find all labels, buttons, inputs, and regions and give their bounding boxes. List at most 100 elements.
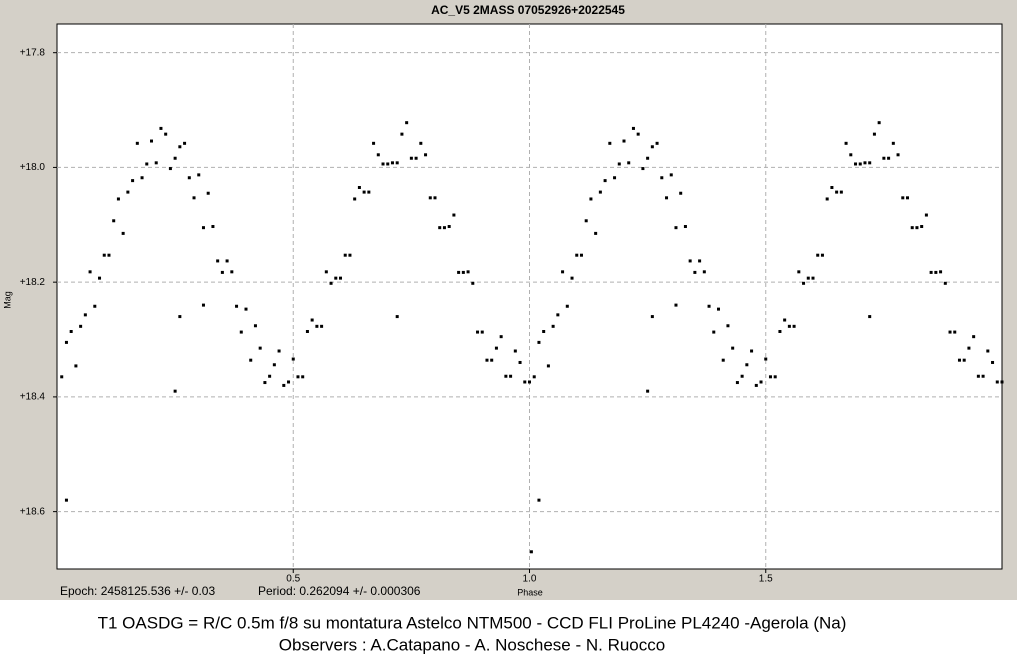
data-point [669, 173, 673, 177]
data-point [820, 253, 824, 257]
period-label: Period: 0.262094 +/- 0.000306 [258, 584, 421, 598]
data-point [291, 357, 295, 361]
data-point [173, 156, 177, 160]
data-point [64, 498, 68, 502]
data-point [939, 270, 943, 274]
data-point [83, 313, 87, 317]
data-point [490, 358, 494, 362]
data-point [802, 281, 806, 285]
data-point [773, 375, 777, 379]
data-point [721, 358, 725, 362]
data-point [792, 324, 796, 328]
data-point [929, 270, 933, 274]
x-tick-label: 1.0 [523, 574, 537, 585]
data-point [428, 196, 432, 200]
data-point [740, 374, 744, 378]
data-point [594, 231, 598, 235]
data-point [150, 139, 153, 143]
data-point [849, 153, 853, 157]
data-point [854, 162, 858, 166]
data-point [447, 225, 451, 229]
data-point [277, 349, 281, 353]
data-point [991, 360, 995, 364]
data-point [121, 231, 125, 235]
data-point [135, 141, 139, 145]
data-point [915, 226, 919, 230]
data-point [442, 226, 446, 230]
data-point [717, 307, 720, 311]
data-point [485, 358, 489, 362]
data-point [324, 270, 328, 274]
data-point [698, 259, 702, 263]
data-point [650, 145, 654, 149]
data-point [702, 270, 706, 274]
data-point [192, 196, 196, 200]
data-point [745, 363, 749, 367]
data-point [320, 324, 324, 328]
data-point [839, 190, 843, 194]
data-point [211, 225, 215, 229]
data-point [868, 161, 872, 165]
data-point [797, 270, 801, 274]
data-point [679, 191, 683, 195]
data-point [438, 226, 442, 230]
data-point [518, 360, 522, 364]
data-point [575, 253, 579, 257]
data-point [244, 307, 248, 311]
data-point [546, 364, 550, 368]
data-point [948, 330, 952, 334]
data-point [556, 313, 560, 317]
data-point [201, 303, 205, 307]
data-point [910, 226, 914, 230]
y-tick-label: +17.8 [20, 47, 46, 58]
data-point [367, 190, 371, 194]
data-point [565, 304, 569, 308]
data-point [272, 363, 276, 367]
data-point [603, 179, 607, 183]
data-point [126, 190, 130, 194]
data-point [424, 153, 428, 157]
data-point [764, 357, 768, 361]
data-point [499, 335, 503, 339]
data-point [230, 270, 234, 274]
data-point [301, 375, 305, 379]
data-point [579, 253, 583, 257]
data-point [395, 315, 399, 319]
data-point [872, 132, 876, 136]
data-point [334, 276, 338, 280]
data-point [154, 161, 158, 165]
data-point [187, 176, 191, 180]
data-point [957, 358, 961, 362]
y-tick-label: +18.0 [20, 162, 46, 173]
data-point [353, 197, 357, 201]
data-point [768, 375, 772, 379]
data-point [116, 197, 120, 201]
data-point [220, 270, 224, 274]
data-point [395, 161, 399, 165]
data-point [617, 162, 621, 166]
data-point [655, 141, 659, 145]
data-point [239, 330, 243, 334]
data-point [683, 225, 687, 229]
data-point [608, 141, 612, 145]
data-point [674, 226, 678, 230]
data-point [551, 324, 555, 328]
footer-line: Observers : A.Catapano - A. Noschese - N… [279, 635, 665, 654]
data-point [183, 141, 187, 145]
data-point [901, 196, 905, 200]
data-point [268, 374, 272, 378]
data-point [868, 315, 872, 319]
data-point [201, 226, 205, 230]
data-point [102, 253, 106, 257]
data-point [529, 550, 533, 554]
data-point [225, 259, 229, 263]
data-point [74, 364, 78, 368]
data-point [627, 161, 631, 165]
data-point [688, 259, 692, 263]
data-point [131, 179, 135, 183]
data-point [962, 358, 966, 362]
data-point [759, 380, 763, 384]
data-point [674, 303, 678, 307]
data-point [806, 276, 810, 280]
plot-area [56, 23, 1003, 570]
